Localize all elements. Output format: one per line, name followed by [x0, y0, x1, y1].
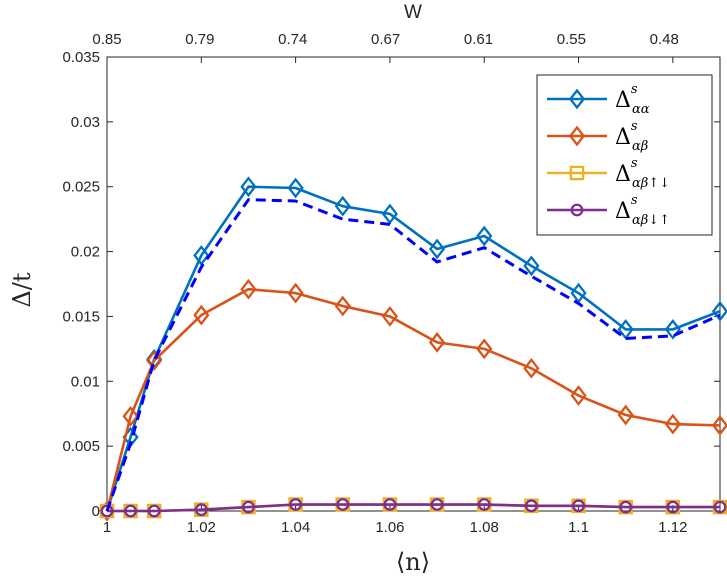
- legend-entry-1: Δs αβ: [547, 119, 648, 154]
- x-tick-label: 1: [103, 519, 111, 536]
- diamond-marker: [240, 176, 257, 198]
- diamond-marker: [381, 203, 399, 225]
- diamond-marker: [664, 319, 681, 340]
- diamond-marker: [523, 357, 540, 379]
- diamond-marker: [570, 385, 587, 406]
- circle-marker: [570, 203, 584, 217]
- legend-entry-0: Δs αα: [547, 82, 650, 117]
- diamond-marker: [664, 413, 681, 435]
- y-tick-label: 0.035: [62, 49, 100, 66]
- diamond-marker: [711, 300, 727, 322]
- circle-marker: [572, 499, 585, 513]
- circle-marker: [713, 500, 727, 514]
- y-tick-label: 0.005: [62, 438, 100, 455]
- x-tick-label: 1.02: [187, 519, 216, 536]
- diamond-marker: [617, 404, 634, 426]
- circle-marker: [194, 503, 208, 517]
- series-1: [98, 278, 727, 522]
- legend-label: Δs αβ↑↓: [615, 156, 670, 191]
- circle-marker: [147, 504, 161, 518]
- y-tick-label: 0.01: [71, 373, 100, 390]
- x-axis-label: ⟨n⟩: [396, 548, 430, 576]
- diamond-marker: [287, 282, 304, 304]
- diamond-marker: [193, 304, 210, 326]
- circle-marker: [336, 498, 350, 511]
- y-tick-label: 0: [92, 503, 100, 520]
- circle-marker: [666, 500, 680, 514]
- diamond-marker: [428, 238, 446, 260]
- legend-label: Δs αβ: [615, 119, 648, 154]
- series-line: [105, 185, 721, 512]
- diamond-marker: [568, 88, 586, 110]
- legend-label: Δs αα: [615, 82, 650, 117]
- legend-entry-3: Δs αβ↓↑: [547, 193, 670, 228]
- top-tick-label: 0.67: [371, 31, 400, 48]
- diamond-marker: [428, 332, 446, 353]
- circle-marker: [430, 498, 444, 511]
- diamond-marker: [523, 255, 540, 277]
- legend-label: Δs αβ↓↑: [615, 193, 670, 228]
- series-layer: [98, 176, 727, 522]
- top-tick-label: 0.85: [92, 31, 121, 48]
- top-tick-label: 0.55: [557, 31, 586, 48]
- diamond-marker: [568, 125, 586, 147]
- diamond-marker: [570, 282, 587, 304]
- circle-marker: [477, 498, 491, 511]
- plot-frame: [106, 56, 721, 512]
- diamond-marker: [476, 338, 493, 360]
- y-tick-label: 0.02: [71, 244, 100, 261]
- circle-marker: [383, 498, 397, 511]
- circle-marker: [124, 504, 137, 518]
- square-marker: [569, 165, 585, 181]
- y-axis-label: Δ/t: [8, 272, 36, 307]
- diamond-marker: [146, 350, 163, 371]
- circle-marker: [242, 500, 255, 514]
- diamond-marker: [240, 278, 257, 300]
- y-tick-label: 0.015: [62, 308, 100, 325]
- top-tick-label: 0.61: [464, 31, 493, 48]
- circle-marker: [524, 499, 538, 513]
- series-line: [105, 198, 721, 512]
- legend-entry-2: Δs αβ↑↓: [547, 156, 670, 191]
- top-tick-label: 0.79: [185, 31, 214, 48]
- diamond-marker: [287, 177, 304, 199]
- circle-marker: [289, 498, 303, 511]
- diamond-marker: [193, 245, 210, 266]
- series-line: [107, 503, 720, 513]
- top-tick-label: 0.74: [278, 31, 307, 48]
- x-tick-label: 1.12: [658, 519, 687, 536]
- top-tick-label: 0.48: [650, 31, 679, 48]
- x-tick-label: 1.04: [281, 519, 310, 536]
- diamond-marker: [476, 225, 493, 247]
- y-tick-label: 0.03: [71, 114, 100, 131]
- diamond-marker: [334, 195, 351, 217]
- circle-marker: [100, 504, 114, 518]
- series-3: [100, 498, 727, 518]
- circle-marker: [619, 500, 633, 514]
- axes: 1 1.02 1.04 1.06 1.08 1.1 1.12 0 0.005 0.01 0.015 0…: [62, 31, 721, 536]
- series-4: [105, 198, 721, 512]
- top-axis-label: W: [404, 2, 422, 23]
- legend-box: [536, 74, 713, 236]
- diamond-marker: [381, 306, 399, 327]
- x-tick-label: 1.1: [568, 519, 589, 536]
- x-tick-label: 1.06: [375, 519, 404, 536]
- diamond-marker: [711, 415, 727, 436]
- x-tick-label: 1.08: [470, 519, 499, 536]
- diamond-marker: [334, 295, 351, 317]
- diamond-marker: [617, 319, 634, 340]
- diamond-marker: [122, 405, 139, 427]
- y-tick-label: 0.025: [62, 179, 100, 196]
- series-line: [105, 287, 721, 512]
